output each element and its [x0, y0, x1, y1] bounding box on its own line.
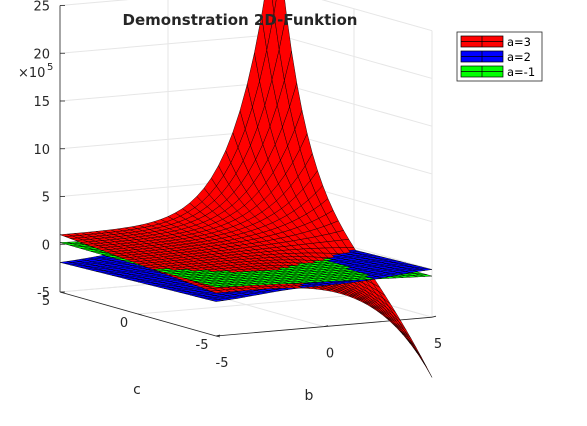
svg-text:×10: ×10	[18, 66, 45, 81]
y-axis-label: c	[133, 382, 141, 398]
axes-box	[59, 0, 437, 378]
z-tick-label-3: 10	[33, 143, 50, 158]
surface-patch-a3	[272, 0, 277, 14]
x-tick-mark-2	[431, 315, 437, 318]
x-tick-label-2: 5	[434, 337, 442, 352]
z-exponent-label: ×10 5	[18, 62, 53, 81]
y-tick-mark-2	[59, 291, 65, 294]
surface-patch-a2	[210, 299, 224, 302]
y-tick-mark-1	[137, 313, 143, 316]
legend-label-a-1: a=-1	[507, 65, 535, 79]
surface-layer	[59, 0, 433, 378]
axis-lines	[59, 5, 437, 338]
z-tick-label-1: 0	[42, 238, 50, 253]
legend-entry-a3: a=3	[460, 35, 531, 49]
surface-patch-a3	[210, 290, 224, 294]
z-tick-label-2: 5	[42, 191, 50, 206]
legend: a=3 a=2 a=-1	[456, 31, 543, 82]
x-tick-labels: -5 0 5	[216, 337, 443, 371]
y-tick-label-2: 5	[42, 294, 50, 309]
y-tick-label-1: 0	[120, 316, 128, 331]
legend-label-a3: a=3	[507, 35, 531, 49]
surface-patch-a-1	[210, 285, 224, 288]
z-tick-label-0: -5	[37, 286, 50, 301]
grid-line-side-z-4	[275, 81, 433, 127]
chart-title: Demonstration 2D-Funktion	[123, 11, 358, 29]
grid-line-side-z-5	[275, 33, 433, 79]
grid-line-side-z-6	[321, 0, 433, 32]
z-tick-labels: -5 0 5 10 15 20 25	[33, 0, 50, 301]
x-tick-label-1: 0	[326, 347, 334, 362]
grid-line-back-z-4	[59, 81, 277, 102]
x-axis-label: b	[305, 388, 314, 404]
x-tick-mark-1	[323, 325, 329, 327]
x-tick-label-0: -5	[216, 356, 229, 371]
grid-line-back-z-5	[59, 33, 277, 54]
legend-entry-a-1: a=-1	[460, 65, 535, 79]
legend-entry-a2: a=2	[460, 50, 531, 64]
y-tick-label-0: -5	[196, 338, 209, 353]
z-tick-label-4: 15	[33, 95, 50, 110]
grid-line-floor-c-1	[137, 294, 355, 315]
y-tick-mark-0	[215, 335, 221, 338]
svg-text:5: 5	[47, 62, 53, 73]
grid-line-back-z-6	[59, 0, 129, 6]
y-tick-labels: -5 0 5	[42, 294, 209, 353]
z-tick-label-6: 25	[33, 0, 50, 15]
z-tick-label-5: 20	[33, 47, 50, 62]
legend-label-a2: a=2	[507, 50, 531, 64]
